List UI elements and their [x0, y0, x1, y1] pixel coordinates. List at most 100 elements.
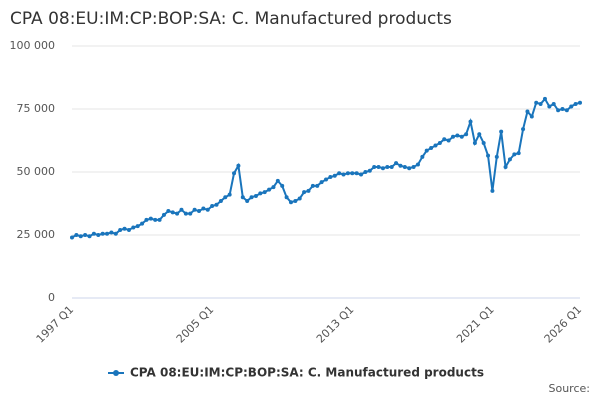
- data-point: [363, 170, 368, 174]
- data-point: [578, 100, 582, 105]
- data-point: [569, 104, 574, 109]
- data-point: [188, 211, 193, 216]
- data-point: [468, 119, 473, 124]
- data-point: [157, 217, 162, 222]
- data-point: [407, 166, 412, 171]
- data-point: [297, 196, 302, 201]
- data-point: [170, 210, 175, 215]
- data-point: [499, 129, 504, 134]
- data-point: [451, 134, 455, 139]
- data-point: [223, 195, 228, 200]
- data-point: [394, 161, 399, 166]
- data-point: [175, 211, 180, 216]
- data-point: [337, 171, 342, 176]
- data-point: [91, 231, 96, 236]
- data-point: [109, 230, 114, 235]
- data-point: [389, 164, 394, 169]
- data-point: [525, 109, 530, 114]
- data-point: [140, 221, 145, 226]
- data-point: [547, 104, 552, 109]
- data-point: [275, 178, 280, 183]
- data-point: [420, 154, 425, 159]
- data-point: [78, 234, 83, 239]
- data-point: [542, 96, 547, 101]
- data-point: [350, 171, 355, 176]
- x-tick-label: 1997 Q1: [34, 303, 77, 346]
- data-point: [245, 198, 250, 203]
- data-point: [385, 164, 390, 169]
- data-point: [144, 217, 149, 222]
- data-point: [328, 175, 333, 180]
- data-point: [240, 195, 245, 200]
- data-point: [258, 191, 263, 196]
- data-point: [341, 172, 346, 177]
- data-point: [442, 137, 447, 142]
- data-point: [529, 114, 534, 119]
- data-point: [236, 163, 241, 168]
- data-point: [573, 101, 578, 106]
- x-tick-label: 2021 Q1: [454, 303, 497, 346]
- x-tick-label: 2005 Q1: [174, 303, 217, 346]
- data-point: [398, 163, 403, 168]
- data-point: [372, 164, 377, 169]
- data-point: [126, 227, 131, 232]
- data-point: [293, 198, 298, 203]
- data-point: [464, 132, 469, 137]
- data-point: [332, 173, 337, 178]
- data-point: [516, 151, 521, 156]
- data-point: [310, 183, 315, 188]
- data-point: [87, 234, 92, 239]
- data-point: [494, 154, 499, 159]
- data-point: [201, 206, 206, 211]
- data-point: [402, 164, 407, 169]
- y-tick-label: 100 000: [10, 39, 56, 52]
- data-point: [556, 108, 561, 113]
- data-point: [411, 164, 416, 169]
- x-tick-label: 2026 Q1: [542, 303, 585, 346]
- data-point: [135, 224, 140, 229]
- data-point: [161, 212, 166, 217]
- data-point: [262, 190, 267, 195]
- data-point: [122, 226, 127, 231]
- data-point: [302, 190, 307, 195]
- data-point: [100, 231, 105, 236]
- data-point: [74, 233, 79, 237]
- data-point: [345, 171, 350, 176]
- data-point: [232, 171, 237, 176]
- data-point: [367, 168, 372, 173]
- y-tick-label: 25 000: [17, 228, 56, 241]
- data-point: [210, 204, 215, 209]
- data-point: [459, 134, 464, 139]
- data-point: [214, 202, 219, 207]
- data-point: [197, 209, 201, 214]
- data-point: [481, 141, 486, 146]
- data-point: [319, 180, 324, 185]
- source: Source:: [549, 382, 591, 395]
- data-point: [486, 153, 491, 158]
- y-tick-label: 75 000: [17, 102, 56, 115]
- data-point: [166, 209, 171, 214]
- data-point: [512, 152, 517, 157]
- chart-title: CPA 08:EU:IM:CP:BOP:SA: C. Manufactured …: [10, 9, 452, 29]
- data-point: [415, 162, 420, 167]
- data-point: [105, 231, 110, 236]
- data-point: [538, 101, 543, 106]
- x-tick-label: 2013 Q1: [314, 303, 357, 346]
- legend-marker: [113, 370, 119, 376]
- data-point: [429, 146, 434, 151]
- data-point: [354, 171, 359, 176]
- y-tick-label: 0: [48, 291, 55, 304]
- series-line: [71, 97, 581, 239]
- data-point: [433, 143, 438, 148]
- data-point: [227, 192, 232, 197]
- data-point: [218, 198, 223, 203]
- data-point: [288, 200, 293, 205]
- data-point: [253, 193, 258, 198]
- data-point: [284, 195, 289, 200]
- data-point: [148, 216, 153, 221]
- data-point: [477, 132, 482, 137]
- data-point: [472, 141, 477, 146]
- data-point: [83, 233, 88, 237]
- data-point: [96, 233, 101, 237]
